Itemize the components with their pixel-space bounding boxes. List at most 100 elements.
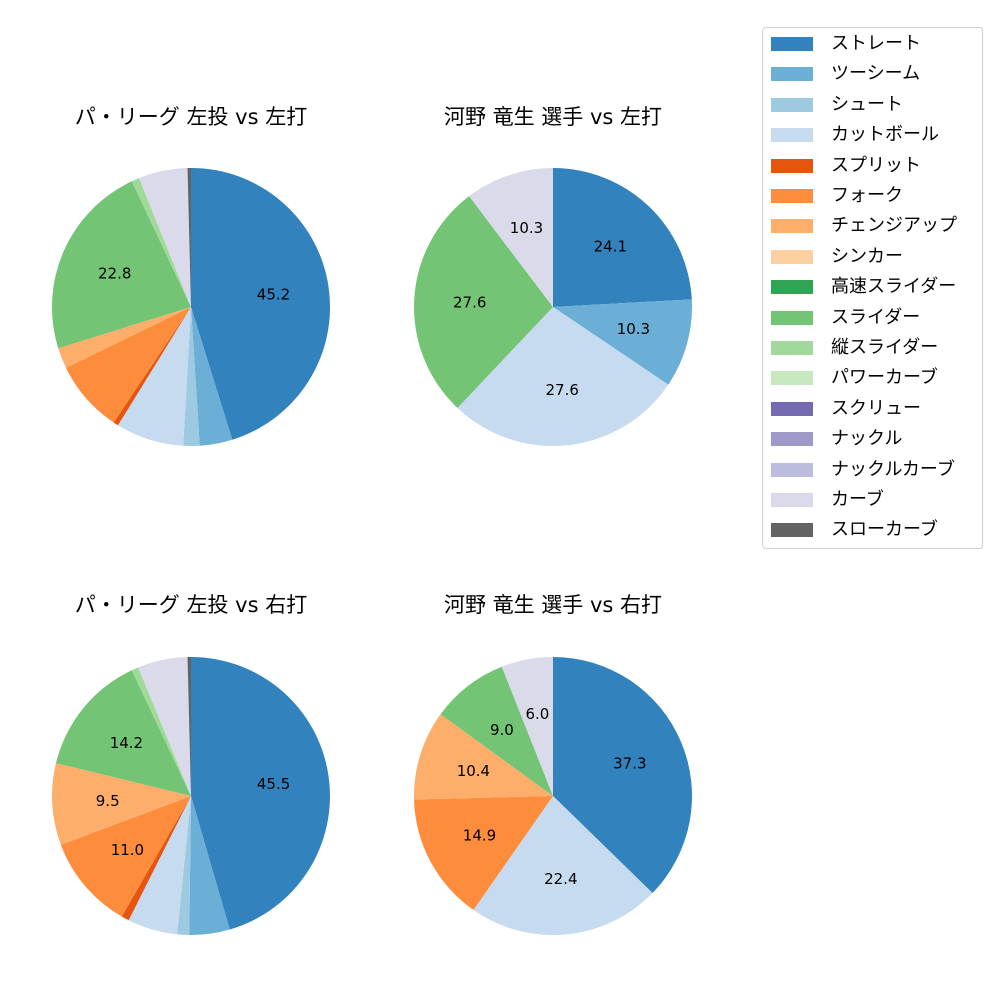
legend: ストレートツーシームシュートカットボール スプリットフォークチェンジアップ シンカー… bbox=[762, 27, 983, 549]
legend-label: ナックルカーブ bbox=[831, 458, 955, 480]
pie-slice bbox=[51, 763, 192, 845]
pie-slice bbox=[131, 667, 191, 796]
legend-swatch bbox=[771, 371, 813, 386]
legend-label: 高速スライダー bbox=[831, 276, 957, 298]
pie-slice bbox=[553, 657, 692, 894]
legend-item: スローカーブ bbox=[771, 519, 938, 541]
legend-item: スクリュー bbox=[771, 398, 921, 420]
legend-label: スクリュー bbox=[831, 397, 921, 419]
legend-swatch bbox=[771, 67, 813, 82]
slice-value-label: 10.3 bbox=[510, 219, 543, 237]
legend-item: ナックルカーブ bbox=[771, 459, 955, 481]
pie-slice bbox=[139, 168, 191, 307]
chart-title-top-left: パ・リーグ 左投 vs 左打 bbox=[74, 105, 308, 129]
pie-slice bbox=[413, 714, 553, 800]
legend-label: フォーク bbox=[831, 185, 903, 206]
pie-slice bbox=[113, 307, 191, 426]
slice-value-label: 27.6 bbox=[545, 381, 578, 399]
pie-slice bbox=[413, 196, 553, 408]
legend-label: ツーシーム bbox=[831, 63, 921, 85]
slice-value-label: 45.5 bbox=[257, 775, 290, 793]
slice-value-label: 14.9 bbox=[463, 827, 496, 845]
legend-swatch bbox=[771, 97, 813, 112]
slice-value-label: 9.0 bbox=[490, 721, 514, 739]
legend-swatch bbox=[771, 189, 813, 203]
legend-label: カットボール bbox=[831, 124, 939, 146]
legend-swatch bbox=[771, 523, 813, 538]
legend-item: スライダー bbox=[771, 307, 920, 329]
slice-value-label: 9.5 bbox=[96, 792, 120, 810]
pie-chart-1: 24.1 10.3 27.6 27.6 10.3 bbox=[413, 168, 693, 447]
legend-item: カットボール bbox=[771, 124, 939, 146]
pie-slice bbox=[183, 307, 200, 447]
slice-value-label: 45.2 bbox=[257, 286, 290, 304]
pie-slice bbox=[121, 796, 191, 921]
chart-title-top-right: 河野 竜生 選手 vs 左打 bbox=[443, 105, 663, 129]
slice-value-label: 10.4 bbox=[457, 762, 490, 780]
slice-value-label: 10.3 bbox=[617, 320, 650, 338]
legend-swatch bbox=[771, 158, 813, 173]
legend-label: カーブ bbox=[831, 489, 884, 510]
pie-slice bbox=[553, 168, 692, 307]
pie-chart-3: 37.3 22.4 14.9 10.4 9.0 6.0 bbox=[413, 657, 692, 935]
slice-value-label: 22.8 bbox=[98, 264, 131, 282]
legend-label: チェンジアップ bbox=[831, 215, 957, 237]
pie-chart-2: 45.5 11.0 9.5 14.2 bbox=[51, 656, 330, 936]
pie-slice bbox=[191, 307, 233, 446]
legend-item: フォーク bbox=[771, 185, 903, 207]
slice-value-label: 22.4 bbox=[544, 870, 577, 888]
legend-label: シンカー bbox=[831, 245, 903, 267]
pie-slice bbox=[60, 796, 191, 917]
pie-slice bbox=[138, 657, 191, 796]
legend-swatch bbox=[771, 401, 813, 416]
pie-slice bbox=[131, 178, 191, 307]
pie-slice bbox=[553, 299, 693, 385]
legend-item: ストレート bbox=[771, 33, 921, 55]
legend-item: チェンジアップ bbox=[771, 215, 957, 237]
slice-value-label: 24.1 bbox=[594, 237, 627, 255]
pie-slice bbox=[440, 666, 553, 796]
legend-item: シュート bbox=[771, 94, 903, 116]
legend-swatch bbox=[771, 219, 813, 234]
legend-label: シュート bbox=[831, 93, 903, 115]
pie-slice bbox=[191, 168, 331, 440]
legend-item: カーブ bbox=[771, 489, 884, 511]
legend-item: シンカー bbox=[771, 246, 903, 268]
chart-title-bottom-left: パ・リーグ 左投 vs 右打 bbox=[74, 593, 308, 617]
legend-item: 縦スライダー bbox=[771, 337, 938, 359]
legend-swatch bbox=[771, 341, 813, 355]
legend-item: ナックル bbox=[771, 428, 902, 450]
pie-slice bbox=[177, 796, 191, 935]
slice-value-label: 27.6 bbox=[453, 293, 486, 311]
legend-swatch bbox=[771, 37, 813, 51]
legend-swatch bbox=[771, 432, 813, 447]
pie-slice bbox=[118, 307, 191, 446]
legend-swatch bbox=[771, 280, 813, 295]
legend-swatch bbox=[771, 310, 813, 325]
slice-value-label: 14.2 bbox=[110, 734, 143, 752]
pie-slice bbox=[51, 181, 192, 349]
legend-item: 高速スライダー bbox=[771, 276, 956, 298]
legend-label: ナックル bbox=[831, 428, 903, 450]
legend-label: 縦スライダー bbox=[831, 337, 939, 358]
slice-value-label: 37.3 bbox=[613, 755, 646, 773]
legend-swatch bbox=[771, 249, 813, 264]
legend-item: ツーシーム bbox=[771, 63, 920, 85]
slice-value-label: 6.0 bbox=[525, 705, 549, 723]
legend-label: パワーカーブ bbox=[831, 367, 938, 389]
pie-slice bbox=[473, 796, 653, 935]
slice-value-label: 11.0 bbox=[111, 841, 144, 859]
legend-label: スローカーブ bbox=[831, 519, 938, 541]
legend-swatch bbox=[771, 462, 813, 477]
pie-slice bbox=[469, 168, 553, 307]
pie-slice bbox=[457, 307, 669, 447]
pie-slice bbox=[58, 307, 191, 368]
pie-slice bbox=[187, 167, 191, 307]
pie-slice bbox=[501, 657, 553, 796]
legend-label: スライダー bbox=[831, 306, 921, 328]
legend-swatch bbox=[771, 128, 813, 143]
legend-item: スプリット bbox=[771, 155, 921, 177]
legend-swatch bbox=[771, 493, 813, 507]
legend-label: スプリット bbox=[831, 154, 921, 176]
pie-slice bbox=[414, 796, 553, 910]
